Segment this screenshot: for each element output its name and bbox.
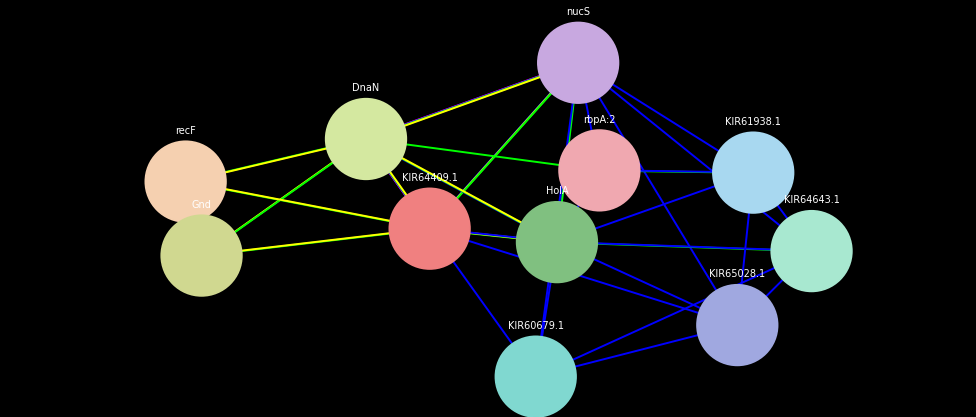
Ellipse shape (496, 337, 576, 417)
Ellipse shape (771, 211, 852, 291)
Text: DnaN: DnaN (352, 83, 380, 93)
Text: nucS: nucS (566, 7, 590, 17)
Text: KIR61938.1: KIR61938.1 (725, 117, 781, 127)
Ellipse shape (516, 202, 597, 282)
Ellipse shape (559, 130, 639, 211)
Text: HolA: HolA (546, 186, 568, 196)
Text: KIR64409.1: KIR64409.1 (402, 173, 458, 183)
Ellipse shape (389, 188, 470, 269)
Text: Gnd: Gnd (191, 200, 212, 210)
Text: recF: recF (176, 126, 196, 136)
Text: KIR60679.1: KIR60679.1 (508, 321, 564, 331)
Text: rbpA:2: rbpA:2 (583, 115, 616, 125)
Ellipse shape (161, 215, 242, 296)
Text: KIR64643.1: KIR64643.1 (784, 196, 839, 206)
Ellipse shape (326, 99, 406, 179)
Ellipse shape (538, 23, 619, 103)
Ellipse shape (697, 285, 778, 365)
Ellipse shape (145, 141, 226, 222)
Text: KIR65028.1: KIR65028.1 (710, 269, 765, 279)
Ellipse shape (712, 132, 793, 213)
